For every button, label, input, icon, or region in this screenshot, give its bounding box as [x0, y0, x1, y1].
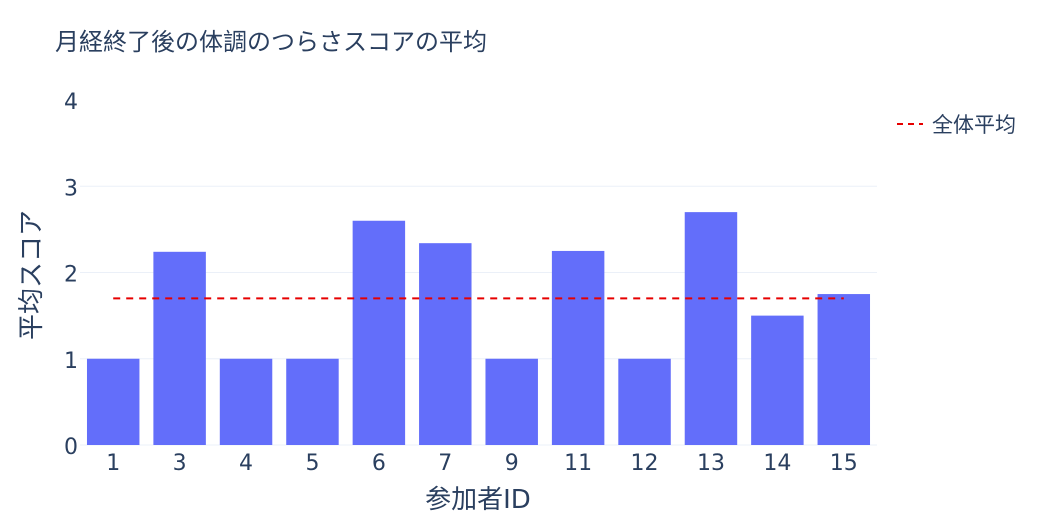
y-tick-labels: 0 1 2 3 4: [64, 90, 78, 460]
x-tick-label: 15: [830, 451, 858, 476]
bars: [86, 212, 871, 445]
legend-label: 全体平均: [932, 113, 1016, 137]
bar-13[interactable]: [684, 212, 738, 445]
x-tick-label: 3: [173, 451, 187, 476]
x-tick-label: 4: [239, 451, 253, 476]
x-axis-label: 参加者ID: [425, 485, 531, 515]
legend[interactable]: 全体平均: [897, 113, 1016, 137]
x-tick-label: 5: [305, 451, 319, 476]
bar-4[interactable]: [219, 358, 273, 445]
bar-6[interactable]: [352, 220, 406, 445]
x-tick-label: 7: [438, 451, 452, 476]
y-tick-label: 2: [64, 263, 78, 288]
bar-9[interactable]: [485, 358, 538, 445]
bar-7[interactable]: [419, 243, 472, 445]
y-axis-label: 平均スコア: [17, 210, 47, 340]
x-tick-labels: 1 3 4 5 6 7 9 11 12 13 14 15: [106, 451, 858, 476]
y-tick-label: 0: [64, 435, 78, 460]
x-tick-label: 6: [372, 451, 386, 476]
x-tick-label: 14: [763, 451, 791, 476]
x-tick-label: 9: [505, 451, 519, 476]
chart-title: 月経終了後の体調のつらさスコアの平均: [55, 28, 487, 56]
gridlines: [80, 185, 877, 446]
x-tick-label: 1: [106, 451, 120, 476]
bar-5[interactable]: [286, 358, 339, 445]
x-tick-label: 12: [631, 451, 659, 476]
y-tick-label: 4: [64, 90, 78, 115]
x-tick-label: 13: [697, 451, 725, 476]
bar-15[interactable]: [817, 294, 871, 445]
bar-14[interactable]: [751, 315, 804, 445]
bar-12[interactable]: [618, 358, 671, 445]
bar-1[interactable]: [86, 358, 140, 445]
y-tick-label: 3: [64, 176, 78, 201]
y-tick-label: 1: [64, 349, 78, 374]
x-tick-label: 11: [564, 451, 592, 476]
bar-11[interactable]: [551, 250, 605, 445]
bar-3[interactable]: [153, 251, 206, 445]
